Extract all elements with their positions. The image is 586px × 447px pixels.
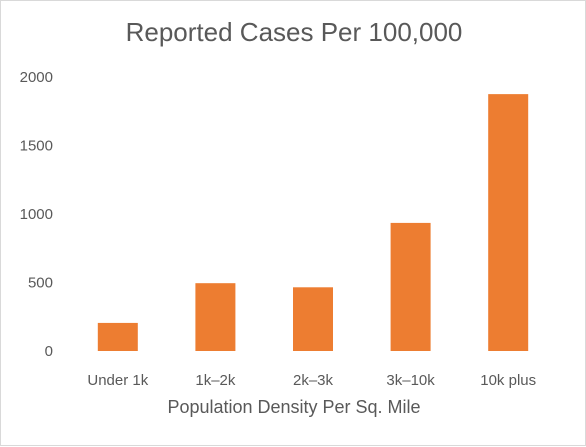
bar [488,94,529,351]
y-tick-label: 1500 [20,138,53,155]
bar [97,322,138,351]
bar [390,222,431,351]
x-tick-label: 3k–10k [386,372,435,389]
bar [195,283,236,351]
x-axis-title: Population Density Per Sq. Mile [167,397,421,417]
x-tick-label: 2k–3k [293,372,334,389]
chart-title: Reported Cases Per 100,000 [125,17,463,47]
x-tick-label: Under 1k [87,372,148,389]
y-tick-label: 0 [45,343,53,360]
x-tick-label: 10k plus [480,372,536,389]
x-tick-label: 1k–2k [195,372,236,389]
y-tick-label: 500 [28,275,53,292]
bar [293,287,333,351]
y-tick-label: 1000 [20,206,53,223]
y-tick-label: 2000 [20,69,53,86]
